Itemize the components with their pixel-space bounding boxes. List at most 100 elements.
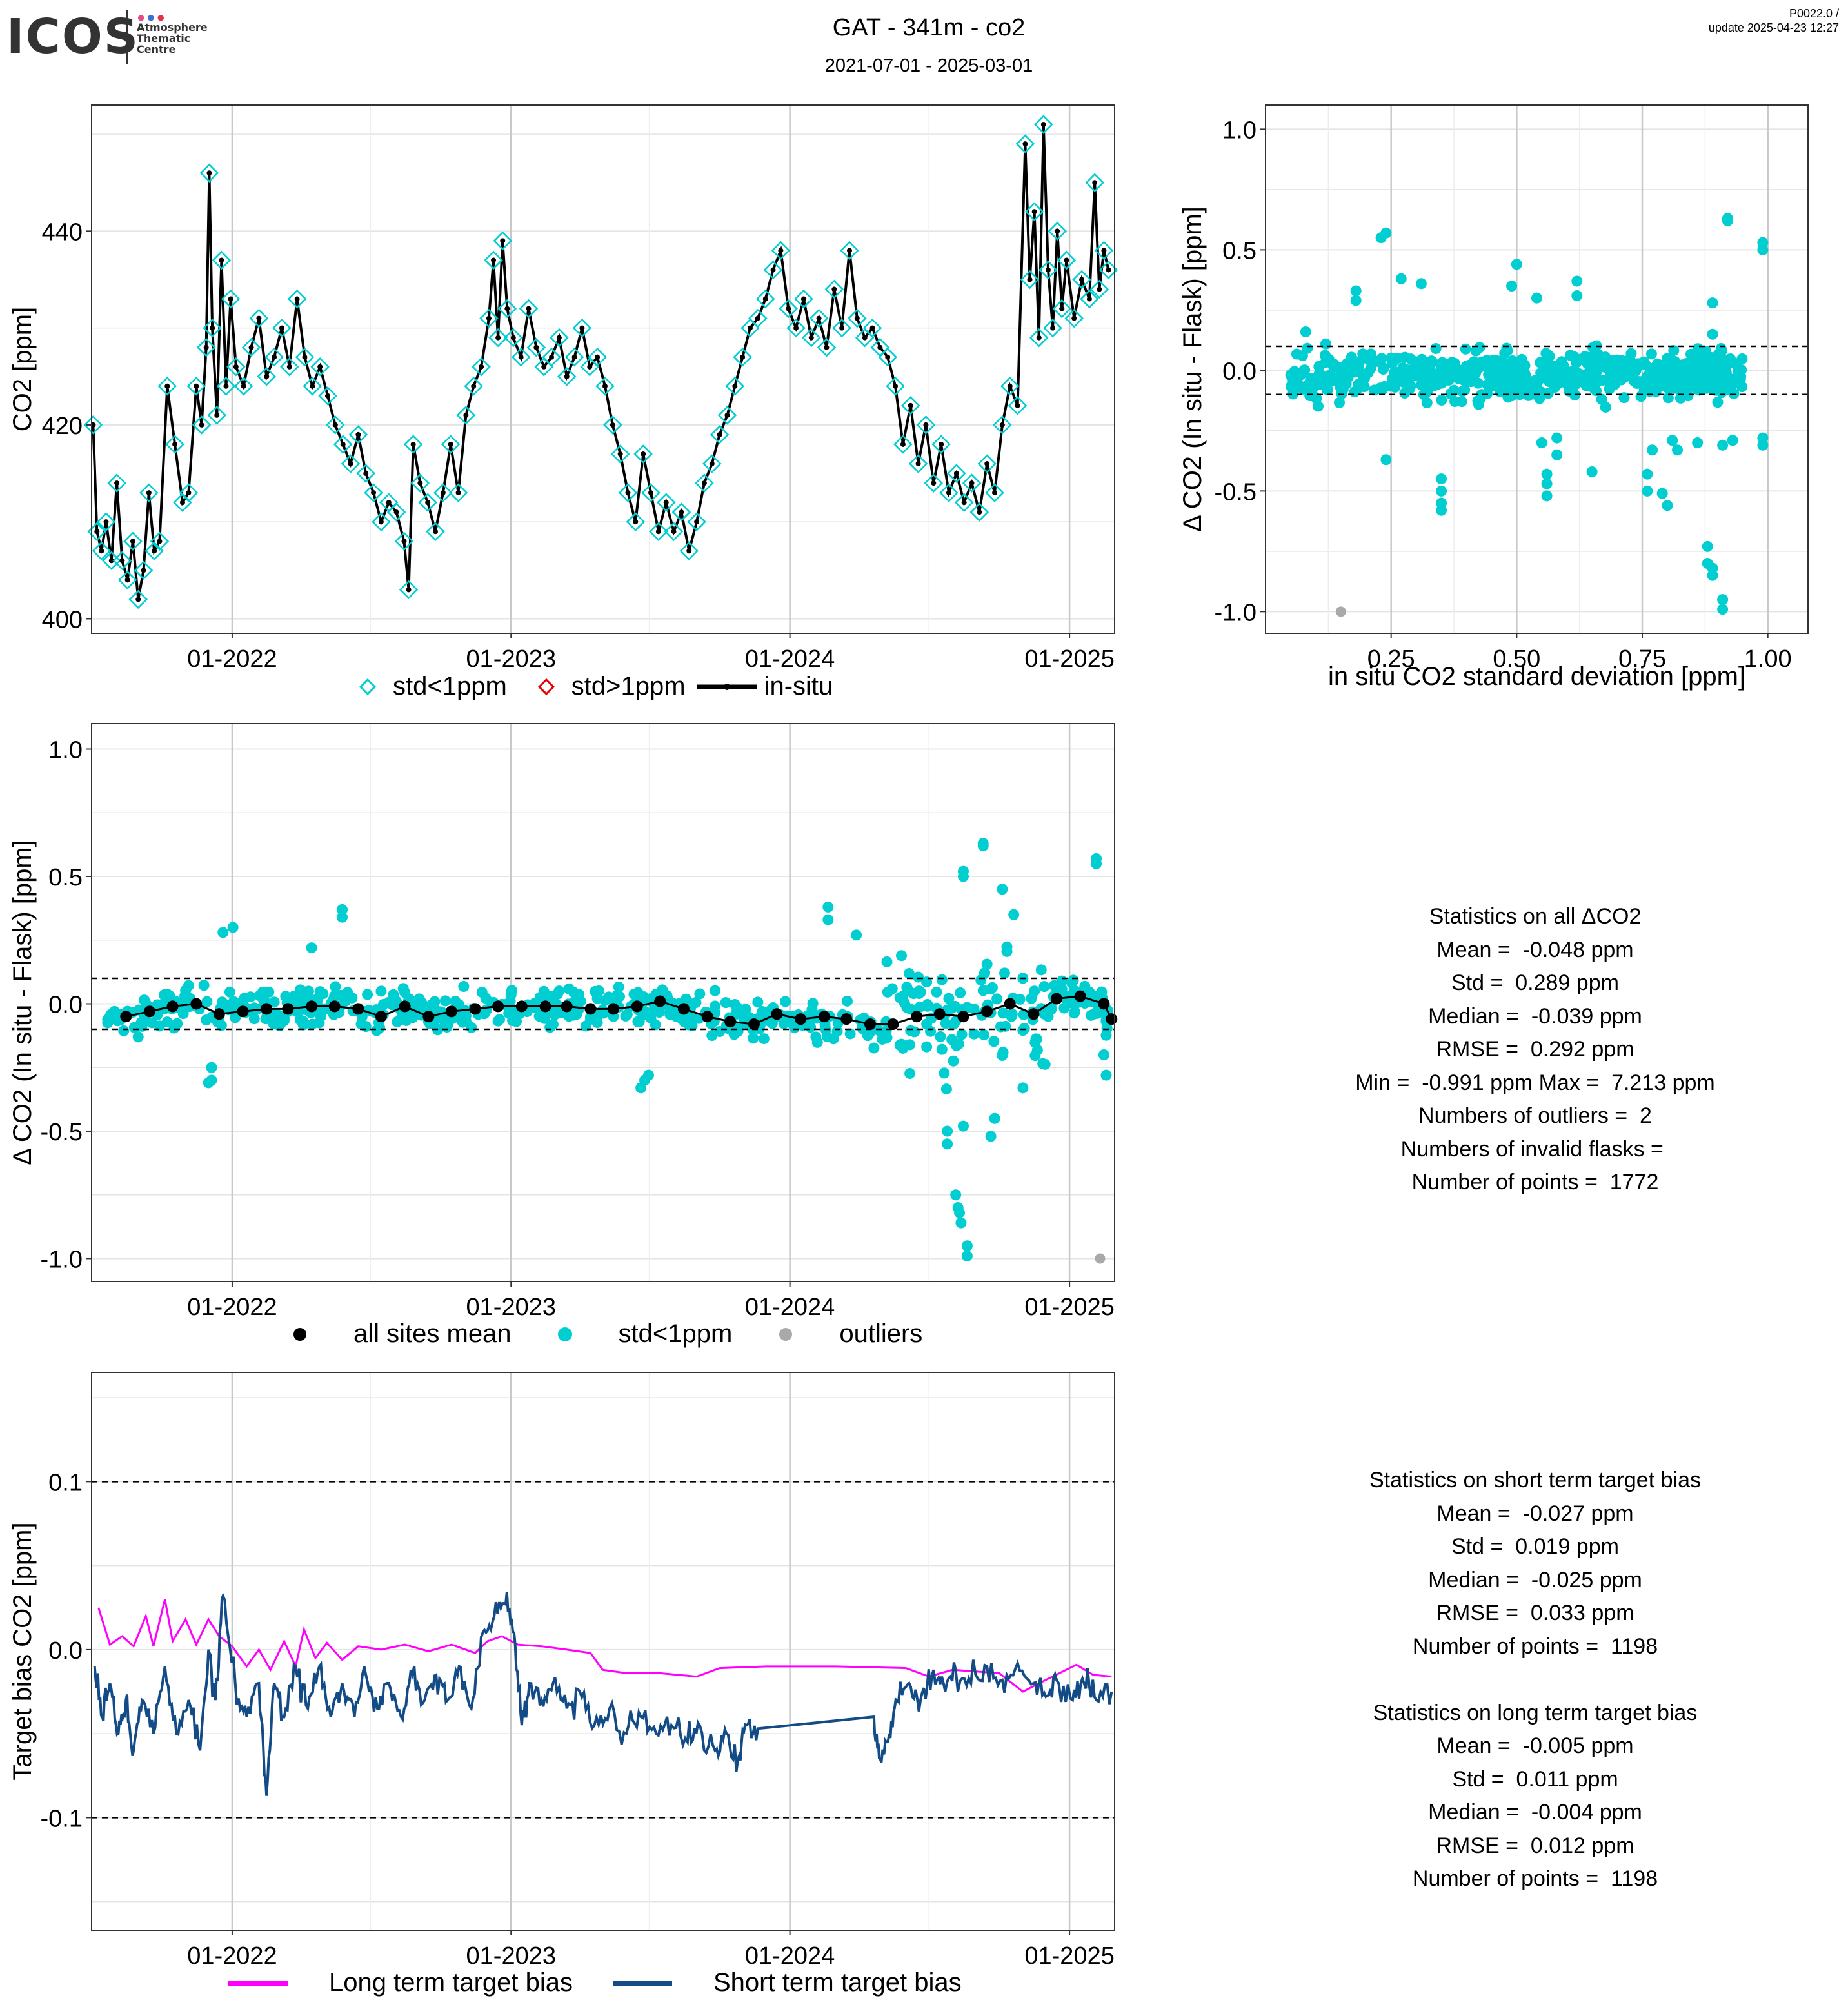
std-lt1-marker	[641, 483, 661, 502]
delta-point	[1328, 359, 1340, 370]
std-lt1-marker	[1057, 250, 1077, 270]
delta-point	[239, 993, 250, 1004]
legend-label: in-situ	[764, 672, 833, 700]
std-lt1-marker	[900, 396, 920, 415]
y-axis-label: Target bias CO2 [ppm]	[8, 1522, 37, 1780]
insitu-point	[401, 539, 407, 544]
delta-point	[955, 1217, 967, 1229]
insitu-point	[908, 402, 913, 408]
std-lt1-marker	[649, 522, 668, 541]
std-lt1-marker	[341, 454, 361, 473]
std-lt1-marker	[472, 357, 491, 377]
delta-point	[1715, 343, 1727, 355]
std-lt1-marker	[817, 337, 837, 357]
delta-point	[534, 992, 546, 1004]
insitu-point	[862, 335, 868, 341]
std-lt1-marker	[1029, 328, 1049, 348]
insitu-point	[633, 519, 639, 525]
x-tick-label: 01-2023	[466, 646, 556, 673]
delta-point	[1658, 370, 1670, 382]
version-info: P0022.0 / update 2025-04-23 12:27	[1709, 6, 1839, 35]
x-tick-label: 0.50	[1493, 646, 1540, 673]
delta-point	[628, 989, 640, 1000]
y-tick-label: -0.1	[41, 1805, 83, 1832]
delta-point	[1541, 478, 1553, 489]
delta-point	[1712, 397, 1724, 408]
insitu-point	[748, 325, 753, 331]
insitu-point	[248, 344, 254, 350]
std-lt1-marker	[939, 483, 959, 502]
std-lt1-marker	[318, 386, 337, 406]
delta-point	[1498, 379, 1510, 391]
std-lt1-marker	[1072, 270, 1091, 290]
std-lt1-marker	[1015, 134, 1035, 153]
insitu-point	[491, 257, 497, 263]
std-lt1-marker	[216, 377, 236, 396]
std-lt1-marker	[954, 493, 974, 512]
all-sites-mean-point	[1098, 998, 1110, 1010]
stats-line: Number of points = 1772	[1411, 1170, 1659, 1194]
delta-point	[1436, 394, 1447, 406]
insitu-point	[877, 344, 883, 350]
delta-point	[549, 1009, 561, 1020]
all-sites-mean-point	[981, 1005, 993, 1018]
delta-point	[1484, 381, 1495, 393]
delta-point	[921, 1041, 933, 1053]
delta-point	[1619, 371, 1631, 383]
y-axis-label: CO2 [ppm]	[8, 307, 37, 431]
stats-line: Mean = -0.027 ppm	[1436, 1501, 1634, 1526]
std-lt1-marker	[962, 473, 982, 493]
delta-point	[706, 1030, 718, 1042]
insitu-point	[317, 364, 323, 370]
black-line-icon	[697, 683, 757, 690]
insitu-point	[157, 539, 163, 544]
delta-point	[1729, 373, 1741, 384]
std-lt1-marker	[493, 231, 513, 251]
legend-item-std-lt1: std<1ppm	[555, 1320, 732, 1349]
insitu-point	[953, 471, 959, 477]
delta-point	[961, 1240, 973, 1252]
std-lt1-marker	[977, 454, 997, 473]
delta-point	[1571, 290, 1583, 301]
insitu-point	[486, 315, 492, 321]
insitu-point	[510, 335, 516, 341]
delta-point	[1511, 378, 1523, 390]
delta-point	[1326, 370, 1337, 382]
delta-point	[1448, 384, 1460, 396]
insitu-point	[94, 529, 100, 535]
insitu-point	[206, 170, 212, 176]
delta-point	[1555, 370, 1567, 381]
delta-point	[943, 993, 955, 1004]
std-lt1-marker	[221, 289, 241, 309]
version-label: P0022.0 /	[1789, 7, 1839, 20]
insitu-point	[610, 422, 615, 428]
std-lt1-marker	[504, 328, 523, 348]
delta-point	[997, 1049, 1008, 1061]
std-lt1-marker	[157, 377, 177, 396]
stats-line: RMSE = 0.012 ppm	[1436, 1833, 1634, 1858]
std-lt1-marker	[403, 435, 423, 454]
std-lt1-marker	[92, 541, 112, 561]
delta-point	[1391, 373, 1403, 385]
std-lt1-marker	[410, 473, 430, 493]
std-lt1-marker	[908, 454, 928, 473]
icos-logo: ICOS	[6, 9, 140, 64]
insitu-point	[440, 490, 446, 496]
delta-point	[779, 996, 791, 1007]
std-lt1-marker	[303, 377, 323, 396]
x-tick-label: 01-2024	[745, 646, 835, 673]
figure-title: GAT - 341m - co2	[832, 14, 1026, 41]
std-lt1-marker	[794, 289, 813, 309]
delta-point	[1342, 357, 1353, 369]
x-tick-label: 1.00	[1744, 646, 1792, 673]
logo-sub-line: Centre	[137, 43, 176, 55]
delta-point	[1091, 858, 1102, 869]
delta-point	[1512, 359, 1524, 370]
delta-point	[985, 1131, 997, 1142]
std-lt1-marker	[272, 318, 292, 338]
delta-point	[1642, 485, 1653, 497]
delta-point	[1619, 361, 1631, 372]
delta-point	[949, 1000, 960, 1012]
delta-point	[922, 1000, 933, 1012]
delta-point	[1287, 388, 1299, 400]
